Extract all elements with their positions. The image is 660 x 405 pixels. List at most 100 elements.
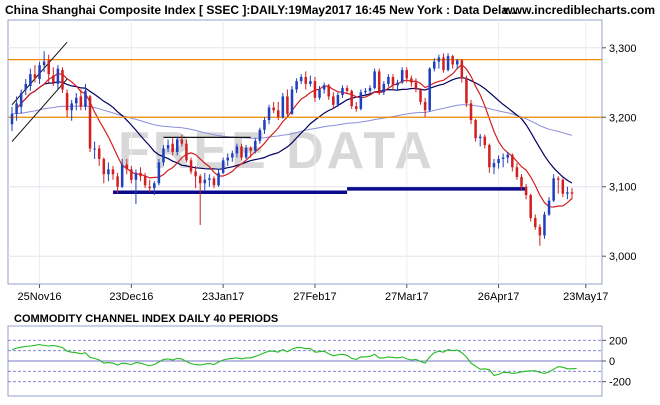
candle-body xyxy=(313,81,317,98)
date-tick-label: 25Nov16 xyxy=(18,291,62,303)
candle-body xyxy=(515,167,519,178)
candle-body xyxy=(148,186,151,189)
candle-body xyxy=(249,147,252,151)
candle-body xyxy=(566,192,569,194)
candle-body xyxy=(175,139,179,152)
candle-body xyxy=(400,70,404,83)
candle-body xyxy=(299,76,303,82)
candle-body xyxy=(382,83,386,93)
candle-body xyxy=(497,158,500,164)
candle-body xyxy=(61,70,64,90)
candle-body xyxy=(506,154,509,158)
candle-body xyxy=(295,81,298,90)
candle-body xyxy=(520,177,523,187)
candle-body xyxy=(419,89,422,102)
candle-body xyxy=(157,162,161,184)
price-tick-label: 3,300 xyxy=(609,43,637,55)
candle-body xyxy=(97,148,101,159)
candle-body xyxy=(198,176,202,184)
candle-body xyxy=(286,96,289,114)
date-tick-label: 26Apr17 xyxy=(478,291,520,303)
candle-body xyxy=(451,56,454,65)
candle-body xyxy=(364,90,367,93)
candle-body xyxy=(322,85,326,90)
price-overlays xyxy=(8,41,602,208)
candle-body xyxy=(410,78,413,83)
candle-body xyxy=(336,95,340,105)
date-tick-label: 23May17 xyxy=(563,291,608,303)
price-panel xyxy=(7,19,603,285)
date-tick-label: 23Jan17 xyxy=(202,291,244,303)
candle-body xyxy=(134,172,138,180)
cci-tick-label: 200 xyxy=(609,335,627,347)
candle-body xyxy=(93,148,96,150)
candle-body xyxy=(75,97,78,104)
candle-body xyxy=(414,82,418,90)
candle-body xyxy=(341,88,344,96)
candle-body xyxy=(460,60,464,79)
axis-ticks: 3,300 3,200 3,100 3,000 25Nov16 23Dec16 23Jan1… xyxy=(18,43,637,303)
candle-body xyxy=(212,178,216,186)
cci-tick-label: 0 xyxy=(609,356,615,368)
candle-body xyxy=(547,200,551,215)
candle-body xyxy=(373,71,376,89)
candle-body xyxy=(235,146,239,154)
candle-body xyxy=(171,143,174,152)
candle-body xyxy=(276,110,280,118)
candle-body xyxy=(483,136,487,146)
candle-body xyxy=(488,145,491,168)
candle-body xyxy=(130,169,133,180)
candle-body xyxy=(290,89,294,114)
candle-body xyxy=(185,143,188,161)
cci-title: COMMODITY CHANNEL INDEX DAILY 40 PERIODS xyxy=(14,313,278,325)
price-tick-label: 3,200 xyxy=(609,112,637,124)
candle-body xyxy=(203,179,207,184)
candle-body xyxy=(15,103,18,114)
candle-body xyxy=(120,164,124,187)
candle-body xyxy=(543,214,546,236)
candle-body xyxy=(226,157,229,161)
candle-body xyxy=(162,148,165,163)
candle-body xyxy=(391,76,395,86)
candle-body xyxy=(180,139,184,144)
candle-body xyxy=(102,158,106,175)
candle-body xyxy=(377,71,381,93)
candle-body xyxy=(281,96,285,118)
chart-title: China Shanghai Composite Index [ SSEC ]:… xyxy=(5,3,518,17)
candle-body xyxy=(166,145,170,149)
candle-body xyxy=(556,178,560,180)
candle-body xyxy=(433,61,436,69)
candle-body xyxy=(217,172,220,186)
candle-body xyxy=(267,107,271,121)
price-tick-label: 3,000 xyxy=(609,251,637,263)
header-bar xyxy=(0,0,660,19)
ma-long-line xyxy=(20,76,573,184)
candle-body xyxy=(524,186,528,196)
candle-body xyxy=(240,146,243,158)
candle-body xyxy=(318,89,321,98)
candle-body xyxy=(143,176,147,186)
candle-body xyxy=(442,57,445,71)
candle-body xyxy=(263,120,266,130)
candle-body xyxy=(52,75,55,83)
candle-body xyxy=(327,85,330,97)
candle-body xyxy=(529,195,532,218)
candle-body xyxy=(309,81,312,84)
cci-tick-label: -200 xyxy=(609,377,631,389)
candle-body xyxy=(194,171,197,177)
candle-body xyxy=(405,70,409,79)
candle-body xyxy=(33,74,37,79)
site-link[interactable]: www.incrediblecharts.com xyxy=(502,3,655,17)
candle-body xyxy=(437,57,441,62)
candle-body xyxy=(501,157,505,159)
candle-body xyxy=(116,176,119,187)
candle-body xyxy=(368,88,372,91)
candle-body xyxy=(111,169,115,175)
candle-body xyxy=(125,164,129,170)
candle-body xyxy=(42,61,46,66)
candle-body xyxy=(387,76,390,84)
candle-body xyxy=(79,96,83,107)
candle-body xyxy=(65,92,69,111)
candle-body xyxy=(139,172,142,177)
